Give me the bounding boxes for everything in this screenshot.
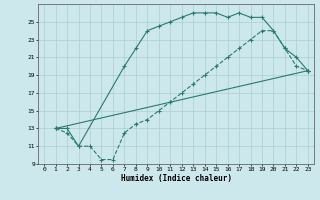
X-axis label: Humidex (Indice chaleur): Humidex (Indice chaleur): [121, 174, 231, 183]
